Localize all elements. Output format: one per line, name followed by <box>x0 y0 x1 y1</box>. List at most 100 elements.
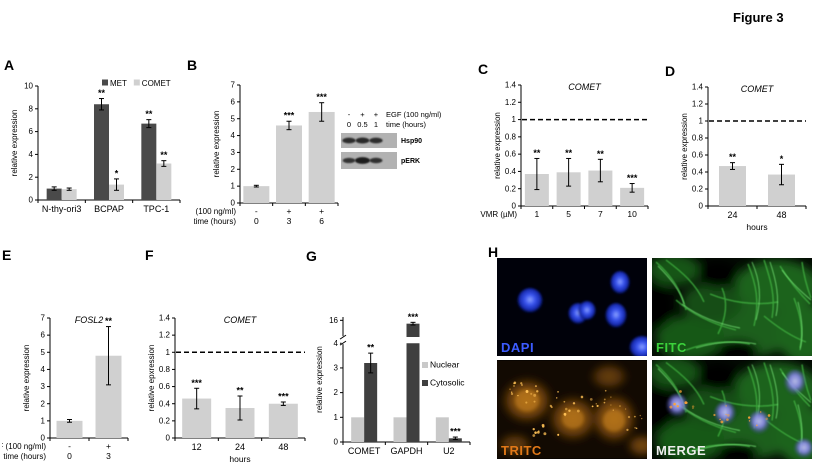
svg-text:2: 2 <box>29 173 34 182</box>
svg-text:7: 7 <box>598 209 603 219</box>
svg-text:**: ** <box>145 109 153 119</box>
svg-text:0: 0 <box>29 196 34 205</box>
svg-text:0: 0 <box>166 434 171 443</box>
svg-text:0.4: 0.4 <box>692 168 704 177</box>
svg-text:-: - <box>255 206 258 216</box>
svg-text:GAPDH: GAPDH <box>390 446 422 456</box>
svg-text:0.5: 0.5 <box>357 120 367 129</box>
svg-text:***: *** <box>191 378 202 388</box>
svg-text:**: ** <box>236 386 244 396</box>
svg-text:0.6: 0.6 <box>505 150 517 159</box>
svg-text:0.8: 0.8 <box>692 134 704 143</box>
svg-text:**: ** <box>565 148 573 158</box>
svg-text:relative expression: relative expression <box>316 346 324 413</box>
svg-text:1: 1 <box>535 209 540 219</box>
svg-text:time (hours): time (hours) <box>3 452 46 461</box>
svg-text:24: 24 <box>235 442 245 452</box>
svg-text:+: + <box>319 206 324 216</box>
tritc-image <box>497 360 647 459</box>
svg-text:COMET: COMET <box>142 79 171 88</box>
svg-text:6: 6 <box>41 331 46 340</box>
panel-label-e: E <box>2 247 12 263</box>
svg-text:-: - <box>348 110 351 119</box>
microscopy-tile-fitc: FITC <box>652 258 812 356</box>
svg-text:**: ** <box>729 152 737 162</box>
svg-text:0.6: 0.6 <box>692 151 704 160</box>
svg-text:1: 1 <box>334 413 339 422</box>
svg-text:1: 1 <box>231 182 236 191</box>
svg-text:5: 5 <box>566 209 571 219</box>
svg-text:2: 2 <box>231 165 236 174</box>
svg-text:EGF (100 ng/ml): EGF (100 ng/ml) <box>386 110 442 119</box>
svg-text:0: 0 <box>254 216 259 226</box>
chart-met-comet-celllines: relative expression 0 2 4 6 8 10 ** * ** ** N-thy-o… <box>6 72 186 225</box>
svg-text:1.4: 1.4 <box>159 314 171 323</box>
svg-text:0.2: 0.2 <box>159 416 171 425</box>
svg-text:hours: hours <box>229 454 250 464</box>
svg-text:1.4: 1.4 <box>505 81 517 90</box>
svg-text:relative expression: relative expression <box>22 345 31 412</box>
svg-text:relative expression: relative expression <box>212 111 221 178</box>
chart-comet-hours: relative expression 0 0.2 0.4 0.6 0.8 1 1.2 1.4 *… <box>660 80 812 243</box>
svg-text:0.8: 0.8 <box>159 365 171 374</box>
svg-text:***: *** <box>278 392 289 402</box>
svg-text:relative expression: relative expression <box>10 110 19 177</box>
svg-text:1: 1 <box>699 117 704 126</box>
svg-text:COMET: COMET <box>741 84 775 94</box>
svg-text:5: 5 <box>231 114 236 123</box>
panel-label-f: F <box>145 247 154 263</box>
svg-text:MET: MET <box>110 79 127 88</box>
svg-text:TPC-1: TPC-1 <box>143 204 169 214</box>
svg-text:48: 48 <box>278 442 288 452</box>
svg-text:7: 7 <box>41 314 46 323</box>
svg-text:***: *** <box>316 92 327 102</box>
chart-egf-timecourse: relative expression 0 1 2 3 4 5 6 7 *** *** EGF (10… <box>177 80 346 233</box>
svg-text:0.4: 0.4 <box>159 399 171 408</box>
svg-text:N-thy-ori3: N-thy-ori3 <box>42 204 82 214</box>
western-blot-inset: - + + EGF (100 ng/ml) 0 0.5 1 time (hours) Hsp90… <box>339 109 479 184</box>
chart-comet-vmr-dose: relative expression 0 0.2 0.4 0.6 0.8 1 1.2 1.4 *… <box>468 78 655 233</box>
svg-text:1: 1 <box>41 416 46 425</box>
microscopy-tile-dapi: DAPI <box>497 258 647 356</box>
svg-text:5: 5 <box>41 348 46 357</box>
svg-text:**: ** <box>98 88 106 98</box>
svg-text:*: * <box>115 168 119 178</box>
svg-text:**: ** <box>597 149 605 159</box>
merge-label: MERGE <box>656 443 707 458</box>
svg-text:VMR (µM): VMR (µM) <box>480 210 517 219</box>
svg-text:Hsp90: Hsp90 <box>401 138 422 145</box>
svg-text:4: 4 <box>41 365 46 374</box>
chart-fosl2-egf: relative expression 0 1 2 3 4 5 6 7 ** EGF (100 ng… <box>0 310 132 472</box>
svg-text:***: *** <box>450 427 461 437</box>
svg-text:2: 2 <box>41 399 46 408</box>
svg-text:*: * <box>780 154 784 164</box>
svg-text:+: + <box>374 110 379 119</box>
svg-text:1: 1 <box>166 348 171 357</box>
svg-text:0.8: 0.8 <box>505 132 517 141</box>
svg-text:**: ** <box>105 316 113 326</box>
svg-text:BCPAP: BCPAP <box>94 204 124 214</box>
svg-text:4: 4 <box>334 339 339 348</box>
svg-text:48: 48 <box>776 210 786 220</box>
svg-text:1: 1 <box>374 120 378 129</box>
svg-text:3: 3 <box>106 451 111 461</box>
svg-text:8: 8 <box>29 104 34 113</box>
svg-text:1.2: 1.2 <box>692 100 704 109</box>
svg-text:relative expression: relative expression <box>493 112 502 179</box>
svg-text:COMET: COMET <box>568 82 602 92</box>
svg-text:EGF (100 ng/ml): EGF (100 ng/ml) <box>194 207 236 216</box>
svg-text:0: 0 <box>334 438 339 447</box>
svg-text:+: + <box>106 441 111 451</box>
svg-text:6: 6 <box>231 97 236 106</box>
microscopy-tile-tritc: TRITC <box>497 360 647 459</box>
svg-text:7: 7 <box>231 81 236 90</box>
svg-text:U2: U2 <box>443 446 455 456</box>
svg-text:0: 0 <box>347 120 351 129</box>
svg-text:0: 0 <box>41 434 46 443</box>
svg-text:***: *** <box>627 173 638 183</box>
dapi-label: DAPI <box>501 340 535 355</box>
fitc-label: FITC <box>656 340 687 355</box>
panel-label-b: B <box>187 57 198 73</box>
figure-title: Figure 3 <box>733 10 784 25</box>
